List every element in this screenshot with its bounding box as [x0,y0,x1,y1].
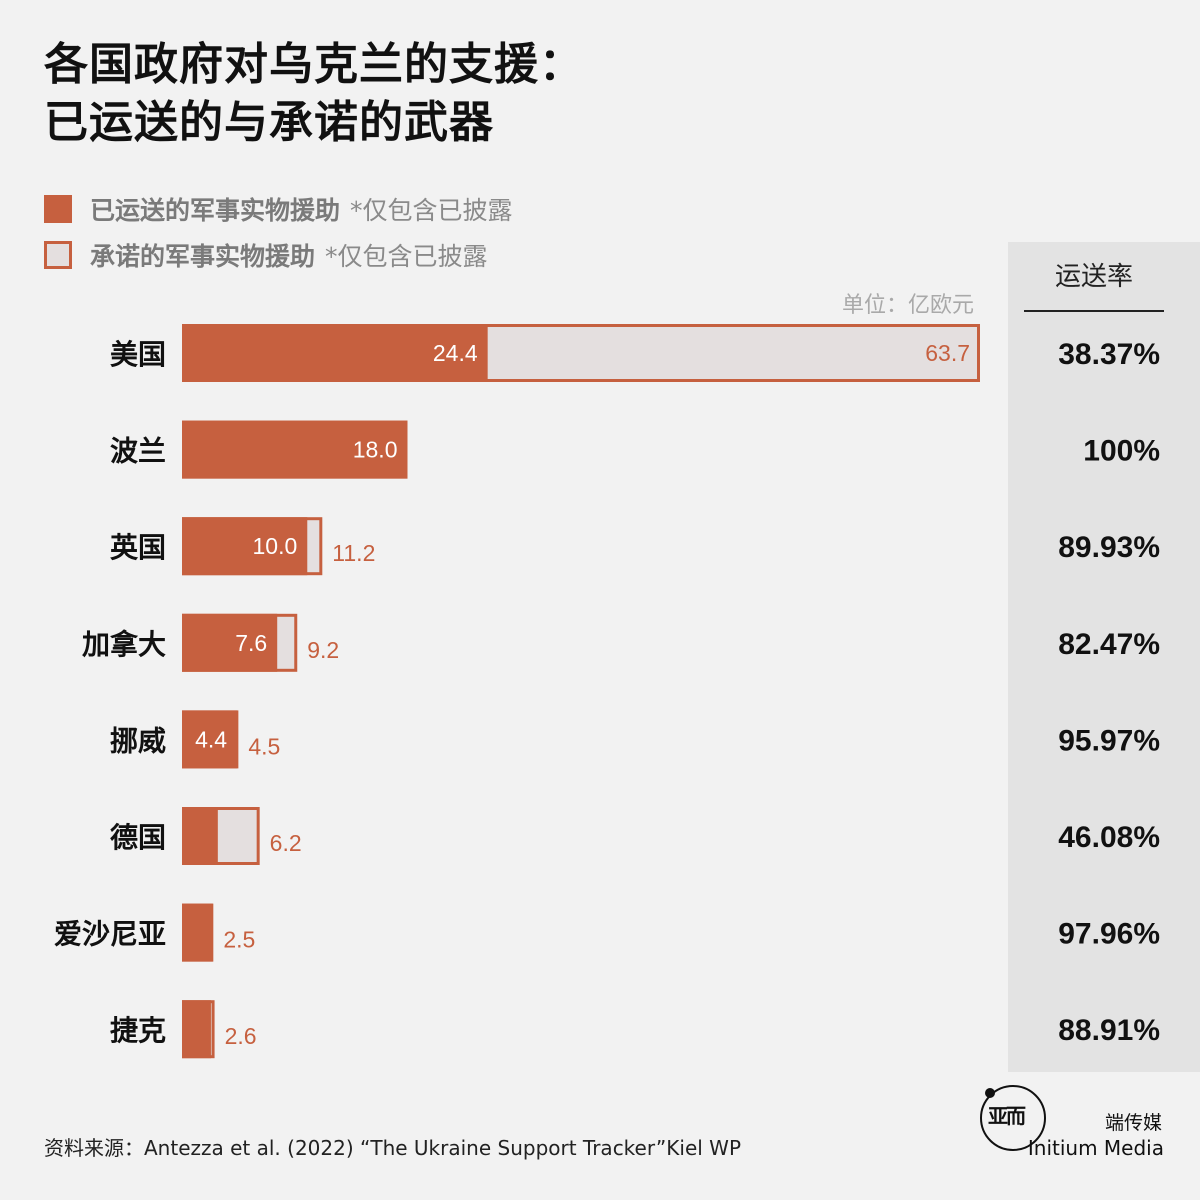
delivery-rate-value: 88.91% [1058,1014,1160,1047]
category-label: 爱沙尼亚 [54,918,166,951]
data-label-delivered: 4.4 [195,726,227,752]
legend-label-delivered: 已运送的军事实物援助 [90,196,341,225]
delivery-rate-header: 运送率 [1054,262,1133,292]
delivery-rate-value: 100% [1083,435,1160,468]
bar-delivered [182,517,308,576]
bar-delivered [182,613,278,672]
data-label-promised: 2.5 [223,927,255,953]
category-label: 加拿大 [82,628,166,661]
data-label-promised: 6.2 [270,830,302,856]
data-label-delivered: 24.4 [433,340,478,366]
legend-note-delivered: *仅包含已披露 [350,196,513,225]
brand-logo-glyph: 亚而 [988,1104,1026,1128]
delivery-rate-value: 97.96% [1058,918,1160,951]
brand-logo-dot [985,1088,995,1098]
data-label-promised: 2.6 [225,1023,257,1049]
brand-name-cn: 端传媒 [1104,1112,1162,1134]
legend-label-promised: 承诺的军事实物援助 [90,242,316,271]
source-note: 资料来源：Antezza et al. (2022) “The Ukraine … [44,1136,742,1160]
delivery-rate-value: 82.47% [1058,628,1160,661]
data-label-promised: 63.7 [925,340,970,366]
delivery-rate-value: 46.08% [1058,821,1160,854]
delivery-rate-value: 95.97% [1058,724,1160,757]
data-label-promised: 4.5 [248,733,280,759]
legend-swatch-promised [44,241,72,269]
bar-delivered [182,324,488,382]
delivery-rate-value: 89.93% [1058,531,1160,564]
legend-item-delivered: 已运送的军事实物援助 *仅包含已披露 [44,186,513,232]
title-line-2: 已运送的与承诺的武器 [44,97,494,148]
chart-title: 各国政府对乌克兰的支援： 已运送的与承诺的武器 [44,36,584,152]
title-line-1: 各国政府对乌克兰的支援： [44,39,584,90]
legend: 已运送的军事实物援助 *仅包含已披露 承诺的军事实物援助 *仅包含已披露 [44,186,513,278]
category-label: 英国 [110,531,166,564]
bar-delivered [182,710,238,769]
data-label-promised: 9.2 [307,637,339,663]
delivery-rate-rule [1024,310,1164,312]
unit-label: 单位：亿欧元 [842,293,974,318]
category-label: 波兰 [110,435,166,468]
category-label: 挪威 [110,724,166,757]
category-label: 捷克 [110,1014,166,1047]
brand-name-en: Initium Media [1027,1136,1164,1160]
bar-delivered [182,420,408,479]
delivery-rate-value: 38.37% [1058,338,1160,371]
data-label-promised: 11.2 [332,540,375,566]
data-label-delivered: 7.6 [235,630,267,656]
brand-logo [980,1085,1046,1151]
legend-swatch-delivered [44,195,72,223]
category-label: 德国 [110,821,166,854]
bar-delivered [182,903,213,962]
legend-note-promised: *仅包含已披露 [325,242,488,271]
data-label-delivered: 18.0 [353,437,398,463]
bar-delivered [182,807,218,865]
legend-item-promised: 承诺的军事实物援助 *仅包含已披露 [44,232,513,278]
category-label: 美国 [110,338,166,371]
delivery-rate-panel [1008,242,1200,1072]
data-label-delivered: 10.0 [253,533,298,559]
bar-delivered [182,1000,211,1059]
